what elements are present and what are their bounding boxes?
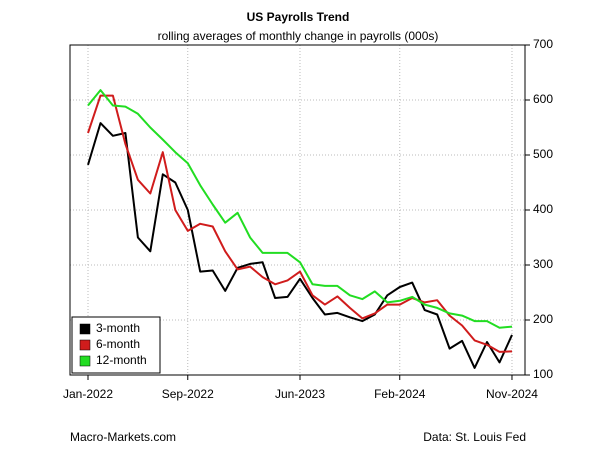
plot-frame (69, 44, 526, 376)
y-tick-label: 300 (533, 257, 553, 271)
chart-title: US Payrolls Trend (247, 10, 350, 24)
series-line (87, 89, 513, 329)
chart-subtitle: rolling averages of monthly change in pa… (158, 29, 439, 43)
legend-swatch (79, 323, 91, 335)
y-tick-label: 400 (533, 202, 553, 216)
x-tick-label: Nov-2024 (486, 387, 538, 401)
legend-label: 12-month (96, 353, 147, 367)
y-tick-label: 100 (533, 367, 553, 381)
y-tick-label: 700 (533, 37, 553, 51)
legend-swatch (79, 355, 91, 367)
x-tick-label: Feb-2024 (374, 387, 426, 401)
y-tick-label: 500 (533, 147, 553, 161)
y-tick-label: 200 (533, 312, 553, 326)
x-tick-label: Jun-2023 (275, 387, 325, 401)
series-line (87, 122, 513, 369)
legend-label: 3-month (96, 321, 140, 335)
legend-swatch (79, 339, 91, 351)
source-right: Data: St. Louis Fed (423, 430, 526, 444)
y-tick-label: 600 (533, 92, 553, 106)
x-tick-label: Sep-2022 (162, 387, 214, 401)
source-left: Macro-Markets.com (70, 430, 176, 444)
x-tick-label: Jan-2022 (63, 387, 113, 401)
series-line (87, 94, 513, 353)
legend-label: 6-month (96, 337, 140, 351)
